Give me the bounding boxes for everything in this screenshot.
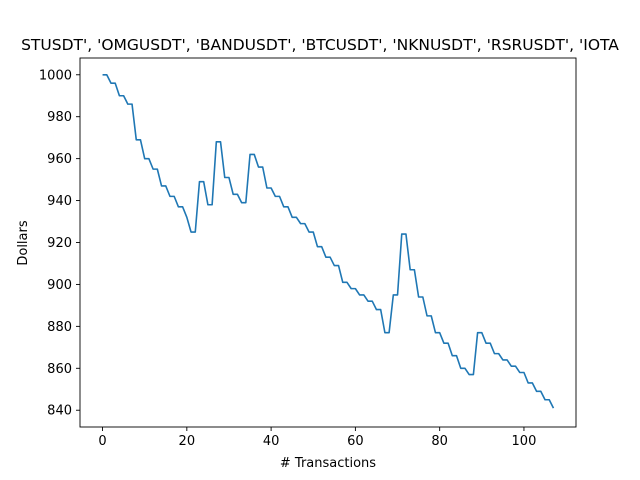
x-tick-label: 0	[98, 434, 106, 449]
y-tick-label: 920	[47, 236, 72, 251]
x-tick-label: 60	[347, 434, 364, 449]
plot-area	[80, 58, 576, 427]
series-line	[102, 73, 555, 409]
y-tick-label: 840	[47, 404, 72, 419]
x-tick-label: 100	[512, 434, 537, 449]
y-tick-label: 980	[47, 110, 72, 125]
x-axis-label: # Transactions	[280, 456, 376, 471]
x-tick-label: 80	[431, 434, 448, 449]
plot-frame	[79, 57, 577, 428]
chart-title: STUSDT', 'OMGUSDT', 'BANDUSDT', 'BTCUSDT…	[21, 36, 619, 54]
y-tick-label: 860	[47, 362, 72, 377]
y-tick-label: 960	[47, 152, 72, 167]
x-axis-ticks: 0 20 40 60 80 100	[98, 427, 536, 449]
y-tick-label: 940	[47, 194, 72, 209]
y-tick-label: 880	[47, 320, 72, 335]
y-tick-label: 900	[47, 278, 72, 293]
x-tick-label: 20	[179, 434, 196, 449]
y-tick-label: 1000	[39, 68, 72, 83]
x-tick-label: 40	[263, 434, 280, 449]
y-axis-label: Dollars	[16, 220, 31, 265]
y-axis-ticks: 840 860 880 900 920 940 960 980 1000	[39, 68, 80, 419]
